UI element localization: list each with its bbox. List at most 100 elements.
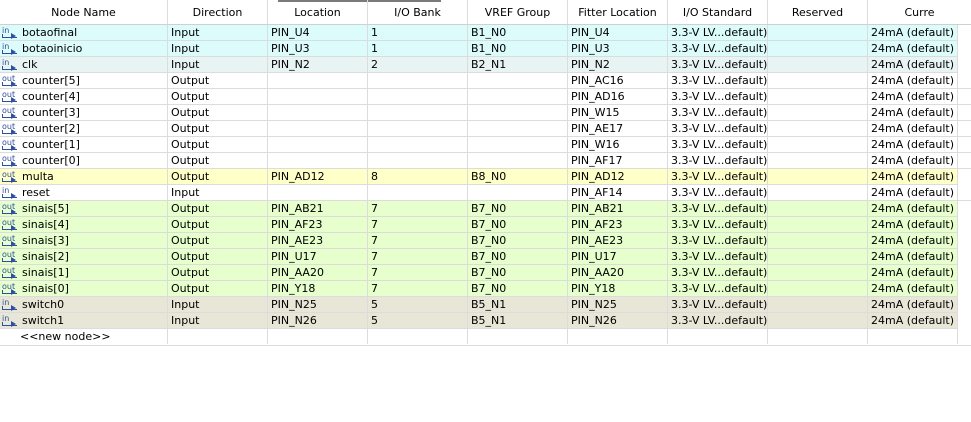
vref-group-cell[interactable] [468, 121, 568, 136]
vref-group-cell[interactable]: B5_N1 [468, 313, 568, 328]
column-header-vref-group[interactable]: VREF Group [468, 0, 568, 24]
location-cell[interactable]: PIN_AD12 [268, 169, 368, 184]
current-strength-cell[interactable]: 24mA (default) [868, 89, 958, 104]
table-row[interactable]: in reset Input PIN_AF14 3.3-V LV...default) 2… [0, 185, 971, 201]
column-header-direction[interactable]: Direction [168, 0, 268, 24]
column-header-io-bank[interactable]: I/O Bank [368, 0, 468, 24]
direction-cell[interactable]: Output [168, 105, 268, 120]
reserved-cell[interactable] [768, 73, 868, 88]
io-standard-cell[interactable]: 3.3-V LV...default) [668, 185, 768, 200]
table-row[interactable]: out counter[5] Output PIN_AC16 3.3-V LV...de… [0, 73, 971, 89]
vref-group-cell[interactable]: B5_N1 [468, 297, 568, 312]
column-header-current[interactable]: Curre [904, 6, 935, 19]
reserved-cell[interactable] [768, 265, 868, 280]
current-strength-cell[interactable]: 24mA (default) [868, 185, 958, 200]
io-bank-cell[interactable] [368, 153, 468, 168]
io-standard-cell[interactable]: 3.3-V LV...default) [668, 297, 768, 312]
io-bank-cell[interactable]: 5 [368, 313, 468, 328]
location-cell[interactable]: PIN_U17 [268, 249, 368, 264]
node-name-cell[interactable]: out sinais[4] [0, 217, 168, 232]
io-standard-cell[interactable]: 3.3-V LV...default) [668, 89, 768, 104]
current-strength-cell[interactable]: 24mA (default) [868, 297, 958, 312]
table-row[interactable]: in botaofinal Input PIN_U4 1 B1_N0 PIN_U4 3.3-V… [0, 25, 958, 41]
direction-cell[interactable]: Output [168, 233, 268, 248]
io-bank-cell[interactable] [368, 73, 468, 88]
location-cell[interactable]: PIN_AE23 [268, 233, 368, 248]
io-standard-cell[interactable]: 3.3-V LV...default) [668, 201, 768, 216]
table-row[interactable]: in switch0 Input PIN_N25 5 B5_N1 PIN_N25 3.3-V … [0, 297, 958, 313]
io-standard-cell[interactable]: 3.3-V LV...default) [668, 73, 768, 88]
io-bank-cell[interactable] [368, 137, 468, 152]
io-bank-cell[interactable]: 7 [368, 233, 468, 248]
table-row[interactable]: out counter[3] Output PIN_W15 3.3-V LV...def… [0, 105, 971, 121]
node-name-cell[interactable]: in botaoinicio [0, 41, 168, 56]
io-standard-cell[interactable]: 3.3-V LV...default) [668, 105, 768, 120]
location-cell[interactable] [268, 153, 368, 168]
table-row[interactable]: out counter[2] Output PIN_AE17 3.3-V LV...de… [0, 121, 971, 137]
io-bank-cell[interactable]: 2 [368, 57, 468, 72]
location-cell[interactable]: PIN_AB21 [268, 201, 368, 216]
node-name-cell[interactable]: out sinais[3] [0, 233, 168, 248]
direction-cell[interactable]: Output [168, 137, 268, 152]
current-strength-cell[interactable]: 24mA (default) [868, 281, 958, 296]
table-row[interactable]: out multa Output PIN_AD12 8 B8_N0 PIN_AD12 3.3-… [0, 169, 958, 185]
vref-group-cell[interactable] [468, 105, 568, 120]
io-standard-cell[interactable]: 3.3-V LV...default) [668, 41, 768, 56]
node-name-cell[interactable]: in clk [0, 57, 168, 72]
direction-cell[interactable]: Input [168, 185, 268, 200]
vref-group-cell[interactable] [468, 137, 568, 152]
direction-cell[interactable]: Output [168, 169, 268, 184]
location-cell[interactable]: PIN_AA20 [268, 265, 368, 280]
reserved-cell[interactable] [768, 153, 868, 168]
reserved-cell[interactable] [768, 297, 868, 312]
current-strength-cell[interactable]: 24mA (default) [868, 233, 958, 248]
vref-group-cell[interactable]: B7_N0 [468, 201, 568, 216]
io-bank-cell[interactable]: 7 [368, 281, 468, 296]
location-cell[interactable] [268, 185, 368, 200]
io-standard-cell[interactable]: 3.3-V LV...default) [668, 57, 768, 72]
vref-group-cell[interactable]: B1_N0 [468, 25, 568, 40]
reserved-cell[interactable] [768, 57, 868, 72]
io-bank-cell[interactable]: 7 [368, 249, 468, 264]
column-header-location[interactable]: Location [268, 0, 368, 24]
current-strength-cell[interactable]: 24mA (default) [868, 73, 958, 88]
new-node-row[interactable]: <<new node>> [0, 329, 971, 346]
vref-group-cell[interactable]: B7_N0 [468, 265, 568, 280]
table-row[interactable]: out sinais[1] Output PIN_AA20 7 B7_N0 PIN_AA20… [0, 265, 958, 281]
reserved-cell[interactable] [768, 281, 868, 296]
location-cell[interactable] [268, 121, 368, 136]
column-header-io-standard[interactable]: I/O Standard [668, 0, 768, 24]
direction-cell[interactable]: Output [168, 281, 268, 296]
direction-cell[interactable]: Output [168, 249, 268, 264]
io-standard-cell[interactable]: 3.3-V LV...default) [668, 153, 768, 168]
column-header-fitter-location[interactable]: Fitter Location [568, 0, 668, 24]
node-name-cell[interactable]: in botaofinal [0, 25, 168, 40]
io-standard-cell[interactable]: 3.3-V LV...default) [668, 281, 768, 296]
table-row[interactable]: out counter[0] Output PIN_AF17 3.3-V LV...de… [0, 153, 971, 169]
direction-cell[interactable]: Output [168, 265, 268, 280]
reserved-cell[interactable] [768, 89, 868, 104]
node-name-cell[interactable]: out sinais[0] [0, 281, 168, 296]
io-standard-cell[interactable]: 3.3-V LV...default) [668, 137, 768, 152]
location-cell[interactable] [268, 73, 368, 88]
current-strength-cell[interactable]: 24mA (default) [868, 121, 958, 136]
node-name-cell[interactable]: out counter[3] [0, 105, 168, 120]
current-strength-cell[interactable]: 24mA (default) [868, 169, 958, 184]
io-bank-cell[interactable] [368, 105, 468, 120]
current-strength-cell[interactable]: 24mA (default) [868, 153, 958, 168]
node-name-cell[interactable]: in reset [0, 185, 168, 200]
direction-cell[interactable]: Input [168, 297, 268, 312]
io-standard-cell[interactable]: 3.3-V LV...default) [668, 169, 768, 184]
io-bank-cell[interactable]: 8 [368, 169, 468, 184]
direction-cell[interactable]: Output [168, 89, 268, 104]
io-standard-cell[interactable]: 3.3-V LV...default) [668, 233, 768, 248]
reserved-cell[interactable] [768, 249, 868, 264]
reserved-cell[interactable] [768, 137, 868, 152]
vref-group-cell[interactable]: B1_N0 [468, 41, 568, 56]
location-cell[interactable]: PIN_U3 [268, 41, 368, 56]
io-bank-cell[interactable]: 1 [368, 25, 468, 40]
node-name-cell[interactable]: out sinais[5] [0, 201, 168, 216]
reserved-cell[interactable] [768, 185, 868, 200]
node-name-cell[interactable]: in switch0 [0, 297, 168, 312]
vref-group-cell[interactable] [468, 153, 568, 168]
